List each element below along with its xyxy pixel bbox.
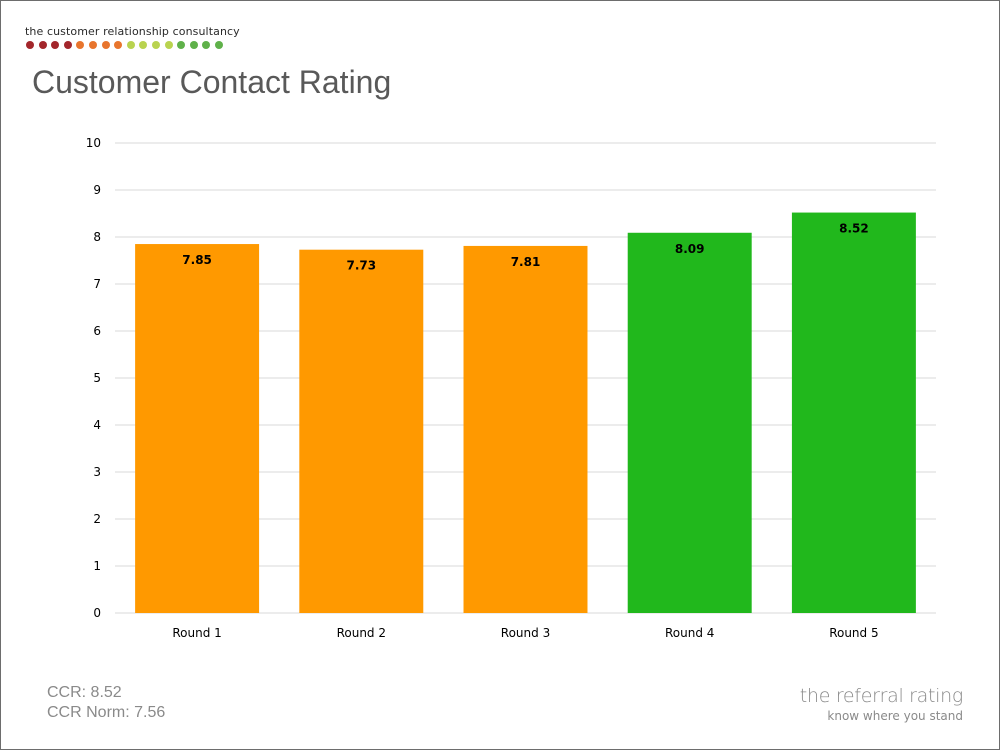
- brand-dot: [126, 41, 135, 49]
- x-tick-label: Round 4: [665, 626, 714, 640]
- ccr-value: CCR: 8.52: [47, 684, 122, 701]
- y-tick-label: 8: [93, 230, 101, 244]
- brand-dots: [26, 41, 236, 51]
- y-tick-label: 3: [93, 465, 101, 479]
- page-title: Customer Contact Rating: [32, 64, 392, 100]
- brand-dot: [202, 41, 211, 49]
- referral-rating-tagline: the referral rating know where you stand: [799, 685, 964, 723]
- brand-dot: [51, 41, 60, 49]
- brand-dot: [177, 41, 186, 49]
- bar: [627, 232, 752, 613]
- y-tick-label: 7: [93, 277, 101, 291]
- data-label: 7.73: [346, 259, 376, 273]
- x-tick-label: Round 3: [501, 626, 550, 640]
- x-tick-label: Round 5: [829, 626, 878, 640]
- footer-stats: CCR: 8.52 CCR Norm: 7.56: [47, 683, 165, 723]
- brand-dot: [63, 41, 72, 49]
- data-label: 7.85: [182, 253, 212, 267]
- brand-dot: [215, 41, 223, 49]
- tagline-sub: know where you stand: [827, 709, 963, 723]
- brand-dot: [89, 41, 97, 49]
- y-tick-label: 1: [93, 559, 101, 573]
- brand-logo: the customer relationship consultancy: [25, 25, 240, 49]
- bar: [791, 212, 916, 613]
- bar: [135, 244, 260, 614]
- bar: [463, 245, 588, 613]
- brand-dot: [114, 41, 123, 49]
- brand-dot: [76, 41, 85, 49]
- x-tick-label: Round 2: [337, 626, 386, 640]
- brand-dot: [26, 41, 34, 49]
- data-label: 8.09: [675, 242, 705, 256]
- data-label: 8.52: [839, 222, 869, 236]
- brand-dot: [164, 41, 173, 49]
- y-tick-label: 4: [93, 418, 101, 432]
- x-tick-label: Round 1: [172, 626, 221, 640]
- tagline-main: the referral rating: [799, 685, 964, 707]
- data-label: 7.81: [511, 255, 541, 269]
- brand-name: the customer relationship consultancy: [25, 25, 240, 38]
- ccr-norm-value: CCR Norm: 7.56: [47, 704, 166, 721]
- brand-dot: [152, 41, 160, 49]
- brand-dot: [101, 41, 110, 49]
- y-tick-label: 9: [93, 183, 101, 197]
- brand-dot: [38, 41, 47, 49]
- y-tick-label: 6: [93, 324, 101, 338]
- brand-dot: [189, 41, 198, 49]
- y-tick-label: 2: [93, 512, 101, 526]
- y-tick-label: 5: [93, 371, 101, 385]
- bar: [299, 249, 424, 613]
- brand-dot: [139, 41, 148, 49]
- y-tick-label: 0: [93, 606, 101, 620]
- y-tick-label: 10: [86, 136, 101, 150]
